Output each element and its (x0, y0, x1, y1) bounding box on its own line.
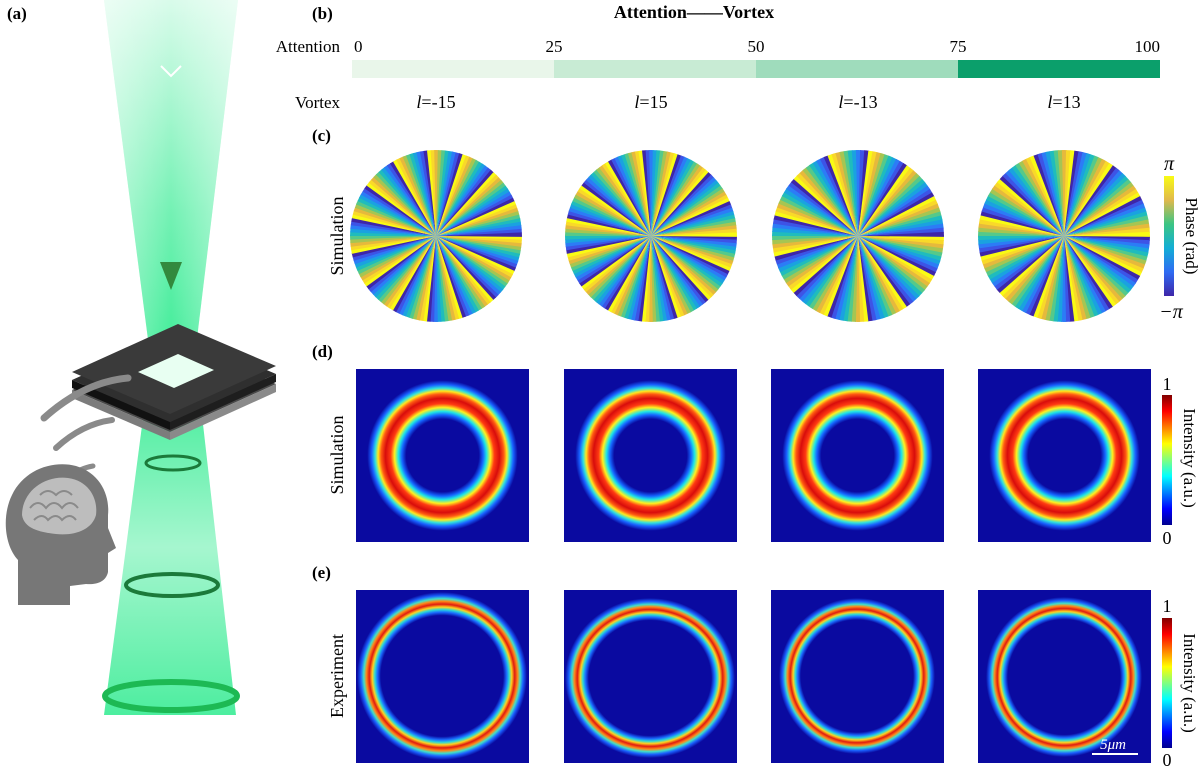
scale-bar: 5μm (1092, 737, 1138, 755)
vortex-label: Vortex (295, 93, 341, 112)
beam-ring-2 (124, 572, 220, 598)
intensity-sim-colorbar-label: Intensity (a.u.) (1180, 408, 1199, 508)
intensity-colorbar-exp: 1 0 Intensity (a.u.) (1162, 596, 1199, 767)
panel-b-attention-scale: (b) Attention——Vortex Attention 0 25 50 75 1… (276, 2, 1160, 112)
panel-label-b: (b) (312, 4, 333, 23)
beam-ring-3 (102, 679, 240, 713)
row-label-e: Experiment (327, 634, 347, 718)
intensity-maps-exp (356, 590, 1151, 763)
phase-map-2 (565, 150, 737, 322)
attention-tick-50: 50 (748, 37, 765, 56)
intensity-exp-colorbar-max: 1 (1163, 596, 1172, 616)
panel-e-intensity-experiment: (e) Experiment 5μm 1 0 Intensity (a.u.) (312, 563, 1199, 767)
panel-label-c: (c) (312, 126, 331, 145)
panel-a-illustration: (a) (5, 0, 276, 715)
attention-tick-100: 100 (1135, 37, 1161, 56)
phase-maps (350, 150, 1150, 322)
attention-tick-25: 25 (546, 37, 563, 56)
vortex-order-label-3: l=-13 (838, 92, 877, 112)
beam-ring-1 (144, 454, 202, 472)
intensity-sim-map-3 (771, 369, 944, 542)
header-title: Attention——Vortex (614, 2, 774, 22)
attention-label: Attention (276, 37, 341, 56)
row-label-d: Simulation (327, 415, 347, 494)
intensity-exp-ring-3 (779, 598, 935, 754)
intensity-sim-colorbar-min: 0 (1163, 528, 1172, 548)
attention-tick-0: 0 (354, 37, 363, 56)
panel-label-d: (d) (312, 342, 333, 361)
phase-colorbar-min: −π (1159, 301, 1183, 323)
attention-segment-3 (756, 60, 958, 78)
intensity-colorbar-sim: 1 0 Intensity (a.u.) (1162, 374, 1199, 548)
panel-label-e: (e) (312, 563, 331, 582)
panel-c-phase-simulation: (c) Simulation π −π Phase (rad) (312, 126, 1200, 323)
phase-colorbar: π −π Phase (rad) (1159, 153, 1200, 323)
phase-colorbar-label: Phase (rad) (1182, 198, 1200, 275)
output-beam (104, 380, 236, 715)
phase-map-3 (772, 150, 944, 322)
vortex-order-label-2: l=15 (634, 92, 667, 112)
attention-segment-2 (554, 60, 756, 78)
phase-map-1 (350, 150, 522, 322)
phase-colorbar-max: π (1164, 153, 1175, 175)
attention-segment-4 (958, 60, 1160, 78)
phase-map-4 (978, 150, 1150, 322)
head-silhouette-icon (5, 464, 116, 605)
intensity-exp-ring-1 (357, 592, 527, 760)
intensity-exp-ring-4 (986, 597, 1142, 757)
vortex-order-label-4: l=13 (1047, 92, 1080, 112)
intensity-sim-map-4 (978, 369, 1151, 542)
intensity-exp-colorbar-label: Intensity (a.u.) (1180, 633, 1199, 733)
attention-bar (352, 60, 1160, 78)
intensity-exp-ring-2 (565, 598, 735, 758)
panel-d-intensity-simulation: (d) Simulation 1 0 Intensity (a.u.) (312, 342, 1199, 548)
intensity-sim-map-1 (356, 369, 529, 542)
row-label-c: Simulation (327, 196, 347, 275)
attention-tick-75: 75 (950, 37, 967, 56)
intensity-sim-colorbar-max: 1 (1163, 374, 1172, 394)
panel-label-a: (a) (7, 4, 27, 23)
metasurface-device (72, 324, 276, 440)
intensity-maps-sim (356, 369, 1151, 542)
attention-segment-1 (352, 60, 554, 78)
intensity-sim-map-2 (564, 369, 737, 542)
down-arrow-icon (160, 64, 182, 290)
attention-ticks: 0 25 50 75 100 (354, 37, 1160, 56)
intensity-exp-colorbar-min: 0 (1163, 750, 1172, 767)
vortex-order-labels: l=-15 l=15 l=-13 l=13 (416, 92, 1080, 112)
scale-bar-label: 5μm (1100, 737, 1126, 753)
vortex-order-label-1: l=-15 (416, 92, 455, 112)
device-aperture (138, 354, 214, 388)
